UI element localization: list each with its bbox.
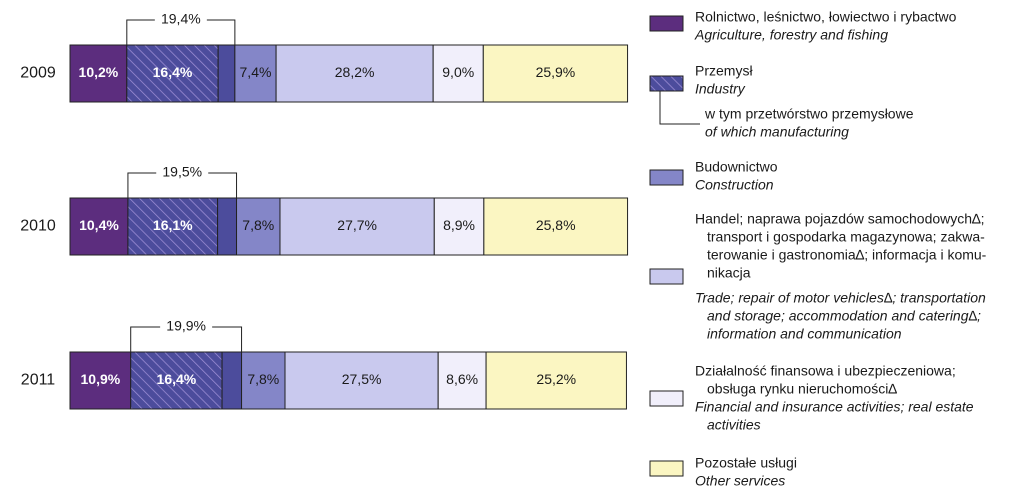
legend-swatch (649, 390, 684, 407)
bar-segment (126, 44, 219, 103)
legend-text: Rolnictwo, leśnictwo, łowiectwo i rybact… (695, 9, 957, 25)
data-label: 10,4% (79, 217, 119, 233)
legend-text: Financial and insurance activities; real… (695, 399, 974, 415)
legend-text: Industry (695, 81, 746, 97)
legend-text: Budownictwo (695, 159, 778, 175)
bracket-label-bg (160, 318, 213, 336)
bar-segment (69, 351, 132, 410)
data-label: 7,4% (240, 64, 272, 80)
data-label: 16,1% (153, 217, 193, 233)
legend-text: activities (707, 417, 761, 433)
legend-text: w tym przetwórstwo przemysłowe (704, 106, 914, 122)
bracket-label-bg (154, 11, 207, 29)
legend-text: Agriculture, forestry and fishing (694, 27, 888, 43)
bar-segment (279, 197, 435, 256)
bar-segment (432, 44, 484, 103)
legend-text: Pozostałe usługi (695, 455, 797, 471)
bar-segment (221, 351, 243, 410)
bar-segment (437, 351, 487, 410)
data-label: 9,0% (442, 64, 474, 80)
bar-segment (485, 351, 627, 410)
legend-swatch (649, 268, 684, 285)
legend-text: of which manufacturing (705, 124, 849, 140)
legend-text: and storage; accommodation and catering∆… (707, 308, 981, 324)
data-label: 10,2% (79, 64, 119, 80)
legend-text: Trade; repair of motor vehicles∆; transp… (695, 290, 986, 306)
bracket-label: 19,9% (166, 318, 206, 334)
data-label: 10,9% (81, 371, 121, 387)
bracket-label-bg (156, 164, 209, 182)
data-label: 27,5% (342, 371, 382, 387)
legend-swatch (649, 460, 684, 477)
data-label: 25,8% (536, 217, 576, 233)
legend-text: Construction (695, 177, 774, 193)
bar-segment (234, 44, 277, 103)
legend-swatch (649, 169, 684, 186)
data-label: 7,8% (247, 371, 279, 387)
legend-text: information and communication (707, 326, 902, 342)
data-label: 8,6% (446, 371, 478, 387)
bar-segment (217, 44, 236, 103)
legend-swatch (649, 75, 684, 92)
y-tick-label: 2011 (21, 372, 56, 389)
legend-text: terowanie i gastronomia∆; informacja i k… (707, 247, 987, 263)
legend-text: Działalność finansowa i ubezpieczeniowa; (695, 363, 956, 379)
bar-segment (483, 197, 629, 256)
data-label: 16,4% (153, 64, 193, 80)
bracket-label: 19,5% (162, 164, 202, 180)
legend-text: nikacja (707, 265, 751, 281)
bar-segment (69, 197, 129, 256)
bar-segment (69, 44, 128, 103)
data-label: 8,9% (443, 217, 475, 233)
legend-swatch (649, 15, 684, 32)
legend-text: Other services (695, 473, 785, 489)
data-label: 7,8% (242, 217, 274, 233)
bar-segment (130, 351, 223, 410)
bar-segment (217, 197, 238, 256)
legend-text: Przemysł (695, 63, 753, 79)
bar-segment (284, 351, 439, 410)
legend-connector (659, 91, 700, 125)
bar-segment (241, 351, 286, 410)
data-label: 25,9% (536, 64, 576, 80)
data-label: 27,7% (337, 217, 377, 233)
legend-text: obsługa rynku nieruchomości∆ (707, 381, 897, 397)
bracket-label: 19,4% (161, 11, 201, 27)
bar-segment (482, 44, 629, 103)
bar-segment (275, 44, 434, 103)
y-tick-label: 2010 (20, 218, 56, 235)
y-tick-label: 2009 (20, 65, 56, 82)
legend-text: Handel; naprawa pojazdów samochodowych∆; (695, 211, 985, 227)
data-label: 16,4% (157, 371, 197, 387)
data-label: 25,2% (536, 371, 576, 387)
legend-text: transport i gospodarka magazynowa; zakwa… (707, 229, 985, 245)
data-label: 28,2% (335, 64, 375, 80)
